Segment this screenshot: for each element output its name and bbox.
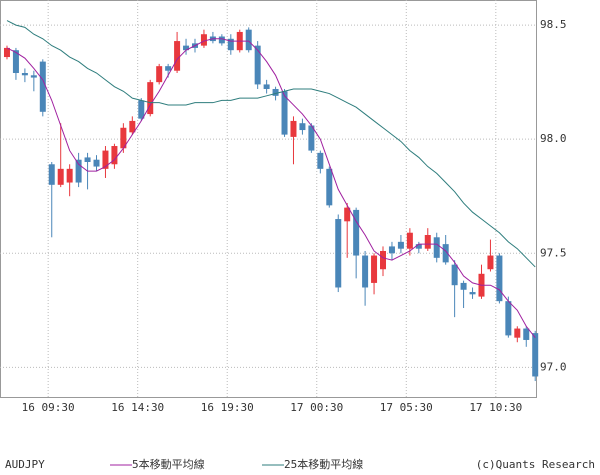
- x-tick-label: 17 00:30: [290, 401, 343, 414]
- candle-body: [335, 219, 342, 288]
- candle-body: [93, 159, 100, 167]
- candle-body: [308, 125, 315, 151]
- candle-body: [290, 120, 297, 137]
- candle-body: [362, 255, 369, 288]
- candle-body: [397, 241, 404, 249]
- candle-body: [326, 168, 333, 206]
- moving-average-line: [6, 38, 536, 338]
- candle-body: [12, 50, 19, 74]
- candle-body: [424, 235, 431, 249]
- candle-body: [353, 209, 360, 256]
- candle-body: [102, 150, 109, 169]
- candle-body: [57, 168, 64, 185]
- candle-body: [147, 82, 154, 115]
- plot-area: [0, 0, 537, 398]
- candle-body: [415, 244, 422, 249]
- candle-body: [263, 84, 270, 89]
- candle-body: [469, 292, 476, 295]
- x-tick-label: 17 10:30: [469, 401, 522, 414]
- candle-body: [129, 120, 136, 133]
- candle-body: [120, 127, 127, 149]
- candle-body: [218, 36, 225, 44]
- candle-body: [344, 207, 351, 222]
- candle-body: [66, 168, 73, 183]
- candle-body: [39, 61, 46, 112]
- candle-body: [75, 159, 82, 183]
- candle-body: [380, 250, 387, 270]
- x-tick-label: 16 19:30: [201, 401, 254, 414]
- candle-body: [84, 157, 91, 162]
- candle-body: [281, 91, 288, 135]
- legend-label: 5本移動平均線: [132, 457, 205, 471]
- candle-body: [451, 264, 458, 286]
- candle-body: [388, 246, 395, 254]
- candle-body: [254, 45, 261, 85]
- y-tick-label: 98.5: [540, 18, 567, 31]
- y-tick-label: 97.0: [540, 360, 567, 373]
- x-tick-label: 17 05:30: [380, 401, 433, 414]
- candle-body: [523, 328, 530, 340]
- symbol: AUDJPY: [5, 458, 45, 471]
- candle-body: [245, 29, 252, 51]
- candle-body: [200, 34, 207, 46]
- moving-average-line: [6, 20, 536, 268]
- y-tick-label: 97.5: [540, 246, 567, 259]
- candle-body: [505, 301, 512, 336]
- candle-body: [165, 66, 172, 71]
- candle-body: [317, 152, 324, 169]
- credit: (c)Quants Research: [476, 458, 595, 471]
- candle-body: [156, 66, 163, 83]
- legend-label: 25本移動平均線: [284, 457, 363, 471]
- x-tick-label: 16 14:30: [111, 401, 164, 414]
- candle-body: [299, 123, 306, 131]
- candle-body: [487, 255, 494, 270]
- candle-body: [183, 45, 190, 51]
- candle-body: [30, 75, 37, 78]
- candle-body: [433, 237, 440, 258]
- candle-body: [442, 244, 449, 263]
- candle-body: [406, 232, 413, 249]
- candle-body: [3, 47, 10, 58]
- candle-body: [111, 146, 118, 165]
- candle-body: [272, 88, 279, 96]
- candle-body: [174, 41, 181, 71]
- candle-body: [138, 100, 145, 119]
- candle-body: [532, 333, 539, 377]
- candle-body: [514, 328, 521, 338]
- candle-body: [460, 282, 467, 290]
- candle-body: [496, 255, 503, 302]
- candle-body: [48, 164, 55, 185]
- y-tick-label: 98.0: [540, 132, 567, 145]
- candle-body: [21, 73, 28, 76]
- candle-body: [227, 38, 234, 51]
- x-tick-label: 16 09:30: [22, 401, 75, 414]
- candle-body: [371, 255, 378, 283]
